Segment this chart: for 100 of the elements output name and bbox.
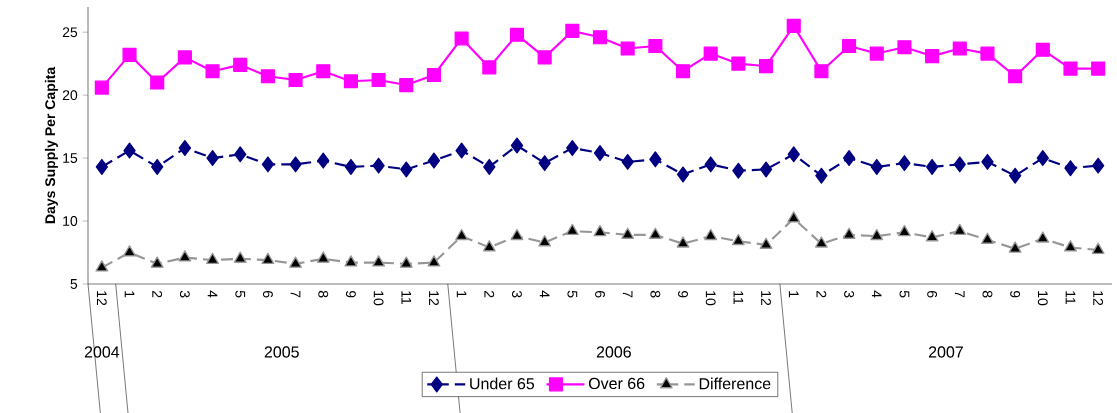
x-tick-label: 8 [318,290,329,298]
x-tick-label: 8 [650,290,661,298]
point [427,255,441,267]
x-tick-label: 2 [484,290,495,298]
point [1091,61,1106,76]
point [565,23,580,38]
point [814,236,828,248]
x-tick-label: 9 [1010,290,1021,298]
point [178,140,192,157]
point [427,152,441,169]
point [897,40,912,55]
point [316,64,331,79]
point [371,72,386,88]
point [898,155,911,172]
point [1036,150,1049,167]
point [261,252,275,265]
x-tick-label: 5 [899,290,910,298]
point [510,137,524,154]
text: 2007 [928,346,963,358]
point [980,46,995,61]
point [234,146,247,163]
point [787,146,800,163]
x-tick-label: 7 [622,290,633,298]
point [759,237,773,249]
point [1091,157,1105,174]
point [870,158,883,175]
x-tick-label: 1 [124,291,135,298]
point [372,157,385,174]
point [482,240,496,252]
x-tick-label: 2 [816,290,827,298]
point [786,18,801,33]
point [704,156,717,173]
point [1063,61,1078,76]
legend-label: Under 65 [470,377,535,390]
x-tick-label: 6 [595,290,605,298]
text: 2005 [264,346,299,358]
x-tick-label: 10 [705,291,716,306]
point [620,41,635,56]
point [538,235,552,247]
x-tick-label: 12 [429,291,439,306]
point [869,46,884,61]
point [399,256,413,268]
y-tick-label: 15 [63,153,78,163]
x-tick-label: 2 [152,290,163,298]
x-tick-label: 10 [373,291,384,306]
x-tick-label: 11 [401,291,412,305]
point [593,145,607,162]
point [150,75,165,90]
text: 2006 [596,346,631,358]
point [675,64,691,79]
point [981,232,994,244]
point [344,255,358,267]
point [815,167,828,184]
point [372,255,386,267]
point [426,67,442,83]
point [925,49,940,64]
point [676,236,690,248]
point [621,153,634,170]
y-tick-label: 5 [70,279,78,289]
x-tick-label: 3 [512,290,522,298]
point [1064,240,1077,252]
point [537,50,552,65]
x-tick-label: 5 [567,290,578,298]
point [455,228,469,241]
point [703,46,718,61]
y-tick-label: 20 [62,90,78,101]
point [344,158,358,175]
point [731,56,746,71]
x-tick-label: 9 [345,290,356,298]
x-tick-label: 7 [954,290,965,298]
point [648,38,663,54]
point [289,256,303,268]
point [482,60,497,75]
point [123,245,136,257]
point [260,69,275,84]
y-tick-label: 10 [63,216,78,226]
x-tick-label: 11 [1065,291,1076,305]
x-tick-label: 1 [788,291,799,298]
point [731,233,745,246]
point [842,150,856,167]
point [538,155,551,172]
x-tick-label: 6 [262,290,273,298]
point [925,230,939,242]
point [150,256,164,268]
x-tick-label: 12 [761,291,771,306]
point [704,228,718,241]
x-tick-label: 7 [290,290,301,298]
point [1008,241,1022,253]
x-tick-label: 4 [871,290,882,298]
point [206,252,219,265]
point [870,228,884,241]
point [288,72,303,88]
point [343,74,358,89]
x-tick-label: 10 [1037,291,1048,306]
point [205,64,220,79]
point [566,140,579,157]
point [455,142,468,159]
point [1035,42,1050,57]
point [510,228,524,241]
point [565,223,579,236]
